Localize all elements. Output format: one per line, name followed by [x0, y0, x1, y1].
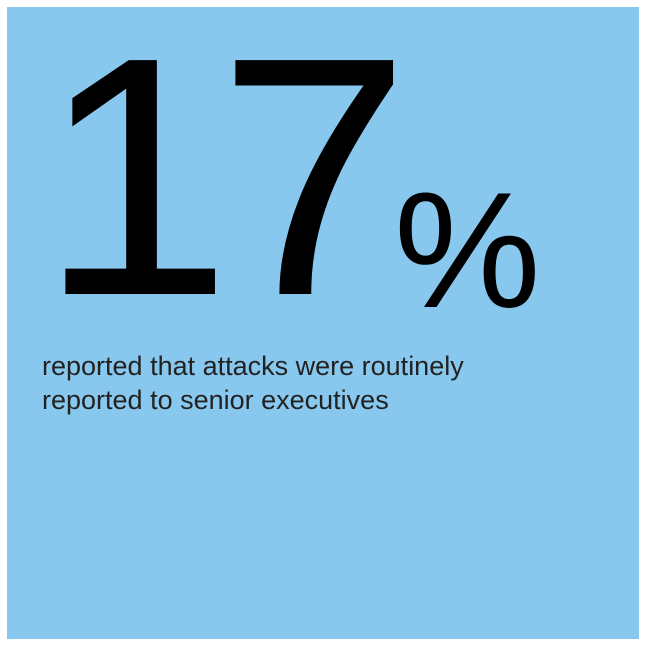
caption-line-2: reported to senior executives [42, 385, 389, 415]
stat-caption: reported that attacks were routinely rep… [42, 349, 602, 417]
caption-line-1: reported that attacks were routinely [42, 351, 464, 381]
stat-number: 17 [39, 27, 396, 327]
stat-percent-sign: % [394, 175, 541, 325]
stat-card: 17 % reported that attacks were routinel… [7, 7, 639, 639]
